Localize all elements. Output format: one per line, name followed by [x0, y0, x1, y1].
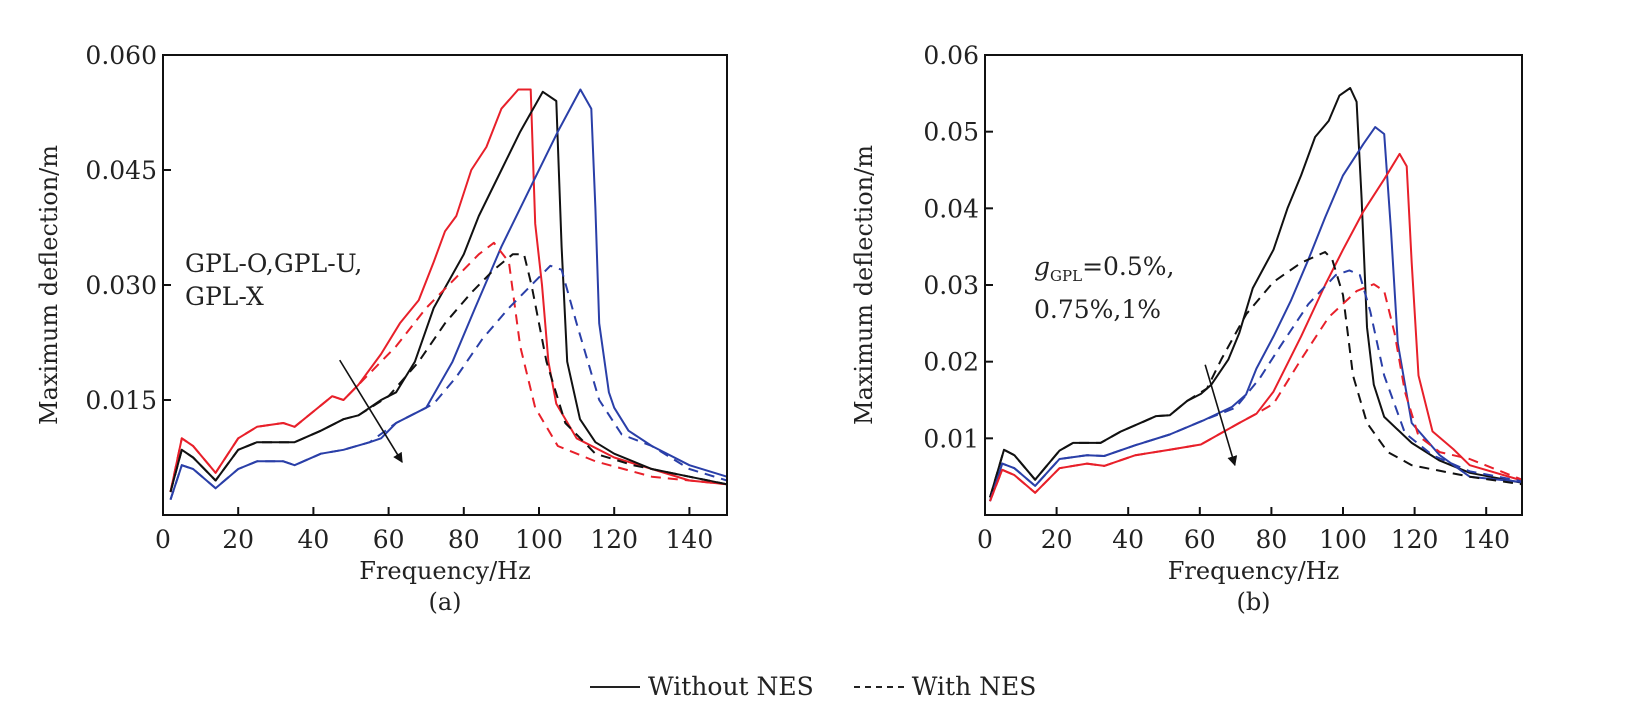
x-tick-label: 60: [373, 525, 405, 554]
y-tick-label: 0.045: [85, 156, 157, 185]
x-axis-title: Frequency/Hz: [359, 557, 530, 585]
y-tick-label: 0.02: [923, 348, 979, 377]
x-tick-label: 120: [590, 525, 638, 554]
x-tick-label: 20: [1041, 525, 1073, 554]
annotation-line-1: GPL-O,GPL-U,: [185, 249, 363, 278]
x-tick-label: 100: [1319, 525, 1367, 554]
x-tick-label: 100: [515, 525, 563, 554]
y-tick-label: 0.06: [923, 41, 979, 70]
x-tick-label: 40: [297, 525, 329, 554]
annotation-line-1: gGPL=0.5%,: [1034, 250, 1174, 293]
panel-label: (a): [428, 588, 461, 616]
series-line-with-nes: [169, 253, 728, 493]
legend-dashed-label: With NES: [911, 672, 1037, 701]
legend-dashed-line-swatch: [853, 685, 904, 688]
annotation-line-1-rest: =0.5%,: [1082, 252, 1175, 281]
annotation-line-2: 0.75%,1%: [1034, 295, 1162, 324]
x-tick-label: 80: [1255, 525, 1287, 554]
x-tick-label: 60: [1184, 525, 1216, 554]
panel-label: (b): [1236, 588, 1270, 616]
y-tick-label: 0.060: [85, 41, 157, 70]
legend-solid-label: Without NES: [648, 672, 814, 701]
x-tick-label: 0: [977, 525, 993, 554]
chart-panel-a: 0 20 40 60 80 100 120 140 0.015 0.030 0.045 0.060 Fr…: [35, 41, 728, 616]
x-tick-label: 80: [448, 525, 480, 554]
y-tick-label: 0.04: [923, 194, 979, 223]
annotation-symbol: g: [1034, 252, 1051, 281]
series-line-with-nes: [169, 264, 728, 501]
x-tick-label: 20: [222, 525, 254, 554]
x-tick-label: 0: [155, 525, 171, 554]
annotation-gpl-types: GPL-O,GPL-U, GPL-X: [185, 247, 362, 313]
annotation-subscript: GPL: [1050, 267, 1083, 285]
x-axis-title: Frequency/Hz: [1168, 557, 1339, 585]
y-axis-title: Maximum deflection/m: [850, 145, 878, 425]
x-tick-label: 140: [666, 525, 714, 554]
series-line-with-nes: [169, 241, 728, 493]
x-tick-label: 40: [1112, 525, 1144, 554]
y-tick-label: 0.030: [85, 271, 157, 300]
series-line-with-nes: [989, 269, 1523, 502]
legend-solid-line-swatch: [590, 685, 640, 688]
trend-arrow: [1204, 364, 1238, 467]
x-tick-label: 140: [1462, 525, 1510, 554]
chart-panel-b: 0 20 40 60 80 100 120 140 0.01 0.02 0.03 0.04 0.05 0.…: [850, 41, 1523, 616]
annotation-gpl-fraction: gGPL=0.5%, 0.75%,1%: [1034, 250, 1174, 326]
trend-arrow: [339, 359, 403, 463]
y-tick-label: 0.03: [923, 271, 979, 300]
legend: Without NES With NES: [590, 672, 1036, 701]
y-axis-title: Maximum deflection/m: [35, 145, 63, 425]
x-tick-label: 120: [1391, 525, 1439, 554]
y-tick-label: 0.015: [85, 386, 157, 415]
y-tick-label: 0.05: [923, 118, 979, 147]
annotation-line-2: GPL-X: [185, 282, 264, 311]
series-line-with-nes: [989, 283, 1523, 502]
series-line-without-nes: [989, 152, 1523, 502]
y-tick-label: 0.01: [923, 424, 979, 453]
series-line-with-nes: [989, 251, 1523, 498]
